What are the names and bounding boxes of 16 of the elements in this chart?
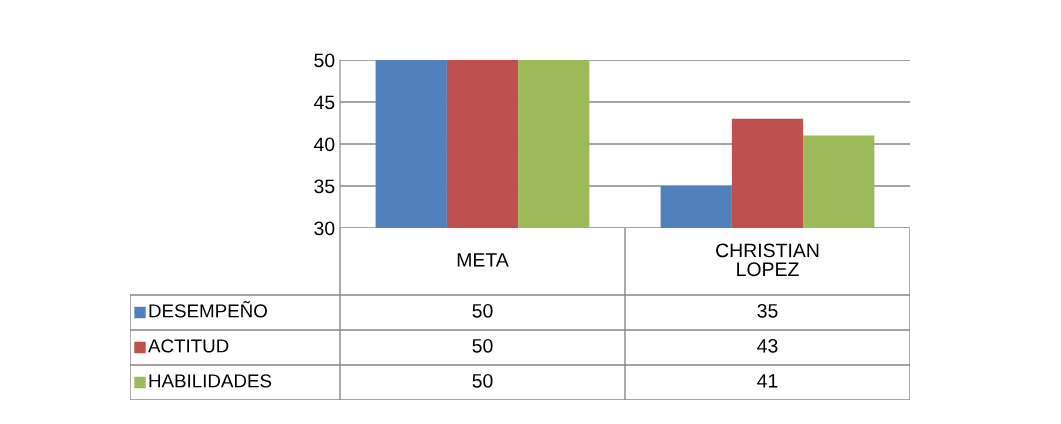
data-label: 35: [757, 303, 778, 318]
y-tick-label: 45: [313, 95, 335, 110]
x-tick-label: CHRISTIAN LOPEZ: [716, 243, 819, 277]
y-tick-label: 40: [313, 137, 335, 152]
y-tick-label: 35: [314, 179, 335, 194]
legend-label: ACTITUD: [148, 339, 229, 353]
data-label: 50: [472, 373, 493, 388]
data-label: 50: [472, 303, 493, 318]
data-label: 50: [472, 338, 493, 353]
y-tick-label: 30: [314, 221, 335, 236]
data-label: 43: [757, 338, 778, 353]
x-tick-label: META: [457, 253, 509, 267]
legend-label: DESEMPEÑO: [149, 300, 267, 318]
legend-label: HABILIDADES: [149, 374, 272, 388]
y-tick-label: 50: [314, 53, 335, 68]
data-label: 41: [757, 374, 778, 388]
